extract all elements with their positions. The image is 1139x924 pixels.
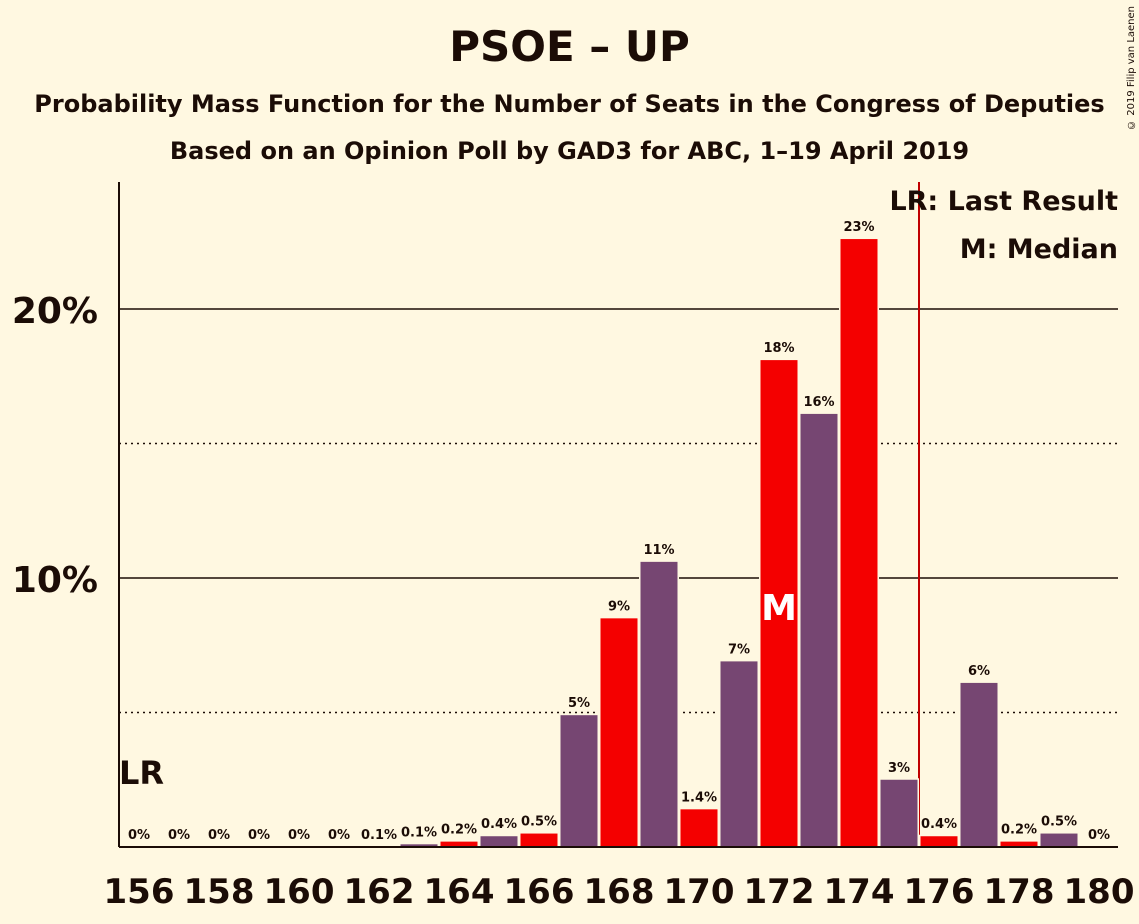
legend-last-result: LR: Last Result — [889, 186, 1118, 217]
median-marker: M — [761, 588, 797, 629]
x-tick-label: 174 — [824, 872, 895, 912]
y-tick-label: 20% — [12, 291, 98, 332]
legend-median: M: Median — [960, 234, 1118, 265]
bar-value-label: 9% — [608, 599, 630, 614]
bar — [880, 779, 918, 847]
bar — [920, 836, 958, 847]
bar — [600, 618, 638, 847]
bar — [640, 561, 678, 847]
x-tick-label: 162 — [344, 872, 415, 912]
bar-value-label: 7% — [728, 642, 750, 657]
bar — [560, 715, 598, 847]
x-tick-label: 176 — [904, 872, 975, 912]
bar-value-label: 0% — [1088, 828, 1110, 843]
bar-value-label: 0% — [328, 828, 350, 843]
bar-value-label: 0.5% — [521, 815, 557, 830]
bar — [520, 833, 558, 847]
bar-value-label: 0.2% — [1001, 823, 1037, 838]
bar — [400, 844, 438, 847]
x-tick-label: 168 — [584, 872, 655, 912]
bar-value-label: 0.5% — [1041, 815, 1077, 830]
bar — [680, 809, 718, 847]
x-tick-label: 178 — [984, 872, 1055, 912]
bar-value-label: 1.4% — [681, 790, 717, 805]
x-tick-label: 160 — [264, 872, 335, 912]
x-tick-label: 158 — [184, 872, 255, 912]
last-result-marker: LR — [119, 754, 164, 792]
x-tick-label: 170 — [664, 872, 735, 912]
bar — [960, 682, 998, 847]
bar-value-label: 0.4% — [481, 817, 517, 832]
bar — [1000, 841, 1038, 847]
bar-value-label: 0.1% — [361, 828, 397, 843]
bar — [720, 661, 758, 847]
bar-value-label: 18% — [763, 341, 794, 356]
x-tick-label: 156 — [104, 872, 175, 912]
bar-value-label: 5% — [568, 696, 590, 711]
bar-value-label: 0.1% — [401, 825, 437, 840]
chart-title: PSOE – UP — [449, 22, 690, 71]
bar-value-label: 0% — [128, 828, 150, 843]
bar-value-label: 0.4% — [921, 817, 957, 832]
y-tick-label: 10% — [12, 560, 98, 601]
bar — [1040, 833, 1078, 847]
bar — [840, 239, 878, 847]
x-tick-label: 166 — [504, 872, 575, 912]
bar-value-label: 6% — [968, 664, 990, 679]
chart-subtitle-source: Based on an Opinion Poll by GAD3 for ABC… — [169, 137, 970, 165]
bar-value-label: 23% — [843, 220, 874, 235]
bar-value-label: 0% — [168, 828, 190, 843]
x-tick-label: 180 — [1064, 872, 1135, 912]
bar — [760, 360, 798, 847]
x-tick-label: 164 — [424, 872, 495, 912]
bar — [480, 836, 518, 847]
bar-value-label: 16% — [803, 395, 834, 410]
bar-value-label: 0% — [208, 828, 230, 843]
bar-value-label: 11% — [643, 543, 674, 558]
x-tick-label: 172 — [744, 872, 815, 912]
bar — [800, 413, 838, 847]
chart-subtitle: Probability Mass Function for the Number… — [34, 90, 1105, 118]
bar-value-label: 0% — [288, 828, 310, 843]
bar — [440, 841, 478, 847]
bar-value-label: 0% — [248, 828, 270, 843]
bar-value-label: 0.2% — [441, 823, 477, 838]
bar-value-label: 3% — [888, 761, 910, 776]
